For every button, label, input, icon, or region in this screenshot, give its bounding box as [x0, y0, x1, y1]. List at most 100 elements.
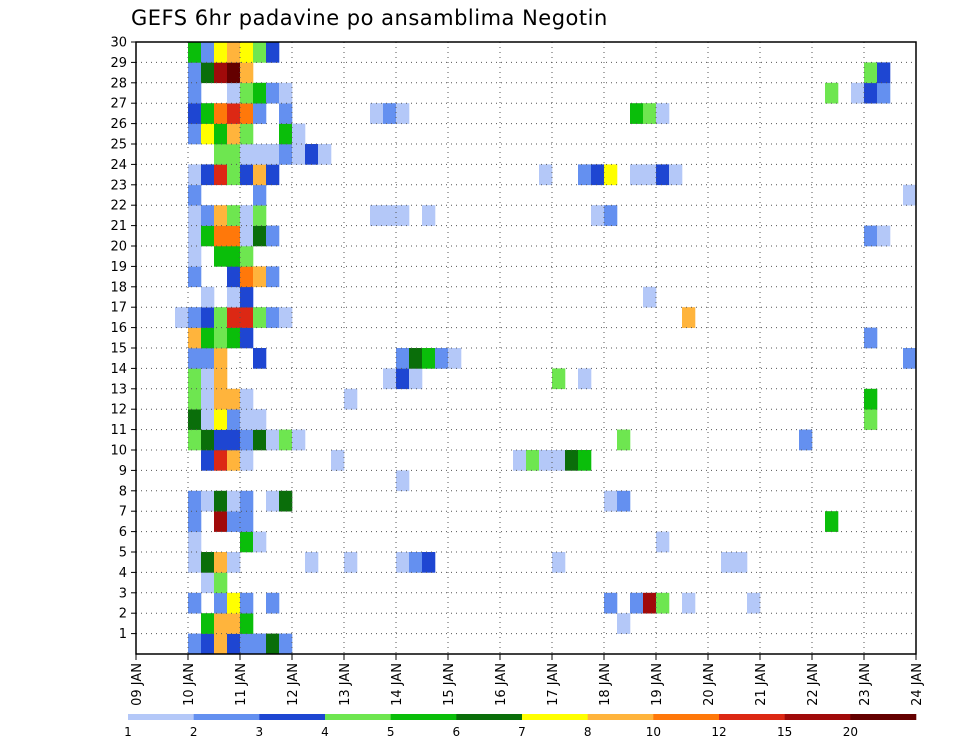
- heatmap-cell: [214, 348, 228, 369]
- heatmap-cell: [188, 307, 202, 328]
- colorbar-segment: [325, 714, 391, 720]
- heatmap-cell: [240, 164, 254, 186]
- heatmap-cell: [578, 164, 592, 186]
- heatmap-cell: [188, 348, 202, 369]
- heatmap-cell: [227, 307, 241, 328]
- heatmap-cell: [643, 103, 657, 124]
- heatmap-cell: [344, 388, 358, 410]
- heatmap-cell: [214, 511, 228, 532]
- heatmap-cell: [214, 429, 228, 451]
- heatmap-cell: [188, 266, 202, 288]
- heatmap-cell: [214, 103, 228, 124]
- heatmap-cell: [240, 42, 254, 63]
- heatmap-cell: [656, 103, 670, 124]
- heatmap-cell: [214, 633, 228, 655]
- heatmap-cell: [318, 144, 332, 165]
- heatmap-cell: [253, 266, 267, 288]
- heatmap-cell: [552, 368, 566, 390]
- heatmap-cell: [279, 103, 293, 124]
- heatmap-cell: [279, 633, 293, 655]
- heatmap-cell: [240, 144, 254, 165]
- heatmap-cell: [214, 388, 228, 410]
- heatmap-cell: [253, 42, 267, 63]
- heatmap-cell: [227, 42, 241, 63]
- heatmap-cell: [214, 205, 228, 226]
- heatmap-cell: [201, 205, 215, 226]
- heatmap-cell: [604, 205, 618, 226]
- heatmap-cell: [227, 552, 241, 573]
- heatmap-cell: [201, 429, 215, 451]
- x-tick-label: 09 JAN: [130, 663, 145, 706]
- heatmap-cell: [344, 552, 358, 573]
- heatmap-cell: [851, 82, 865, 104]
- heatmap-cell: [292, 429, 306, 451]
- heatmap-cell: [214, 225, 228, 247]
- heatmap-cell: [240, 205, 254, 226]
- heatmap-cell: [864, 62, 878, 84]
- colorbar-segment: [784, 714, 851, 720]
- heatmap-cell: [201, 42, 215, 63]
- heatmap-cell: [526, 450, 540, 471]
- heatmap-cell: [214, 123, 228, 145]
- heatmap-cell: [435, 348, 449, 369]
- colorbar-segment: [850, 714, 917, 720]
- heatmap-cell: [253, 348, 267, 369]
- x-tick-label: 23 JAN: [858, 663, 873, 706]
- heatmap-cell: [188, 225, 202, 247]
- heatmap-cell: [396, 348, 410, 369]
- heatmap-cell: [227, 409, 241, 430]
- heatmap-cell: [227, 123, 241, 145]
- chart-title: GEFS 6hr padavine po ansamblima Negotin: [131, 6, 608, 30]
- x-tick-label: 16 JAN: [494, 663, 509, 706]
- colorbar-segment: [193, 714, 260, 720]
- heatmap-cell: [214, 307, 228, 328]
- heatmap-cell: [279, 429, 293, 451]
- heatmap-cell: [214, 613, 228, 634]
- heatmap-cell: [188, 184, 202, 206]
- y-tick-label: 10: [110, 444, 127, 459]
- colorbar-segment: [259, 714, 326, 720]
- heatmap-cell: [240, 511, 254, 532]
- heatmap-cell: [422, 205, 436, 226]
- heatmap-cell: [253, 144, 267, 165]
- heatmap-cell: [201, 368, 215, 390]
- heatmap-cell: [201, 409, 215, 430]
- heatmap-cell: [240, 62, 254, 84]
- heatmap-cell: [188, 429, 202, 451]
- heatmap-cell: [656, 164, 670, 186]
- heatmap-cell: [240, 490, 254, 512]
- heatmap-cell: [240, 286, 254, 308]
- heatmap-cell: [591, 164, 605, 186]
- heatmap-cell: [227, 490, 241, 512]
- x-tick-label: 21 JAN: [754, 663, 769, 706]
- heatmap-cell: [513, 450, 527, 471]
- heatmap-cell: [201, 123, 215, 145]
- heatmap-cell: [396, 103, 410, 124]
- heatmap-cell: [370, 103, 384, 124]
- y-tick-label: 5: [119, 546, 127, 561]
- x-tick-label: 17 JAN: [546, 663, 561, 706]
- heatmap-cell: [227, 205, 241, 226]
- heatmap-cell: [253, 82, 267, 104]
- x-tick-label: 20 JAN: [702, 663, 717, 706]
- heatmap-cell: [214, 246, 228, 267]
- heatmap-cell: [201, 103, 215, 124]
- heatmap-cell: [279, 307, 293, 328]
- heatmap-cell: [240, 266, 254, 288]
- heatmap-cell: [227, 286, 241, 308]
- heatmap-cell: [188, 327, 202, 349]
- heatmap-cell: [227, 266, 241, 288]
- heatmap-cell: [201, 450, 215, 471]
- heatmap-cell: [903, 184, 917, 206]
- heatmap-cell: [617, 613, 631, 634]
- y-tick-label: 18: [110, 280, 127, 295]
- heatmap-cell: [240, 103, 254, 124]
- x-tick-label: 12 JAN: [286, 663, 301, 706]
- heatmap-cell: [188, 368, 202, 390]
- y-tick-label: 13: [110, 382, 127, 397]
- heatmap-cell: [266, 82, 280, 104]
- heatmap-cell: [448, 348, 462, 369]
- heatmap-cell: [305, 552, 319, 573]
- heatmap-cell: [617, 490, 631, 512]
- heatmap-cell: [240, 225, 254, 247]
